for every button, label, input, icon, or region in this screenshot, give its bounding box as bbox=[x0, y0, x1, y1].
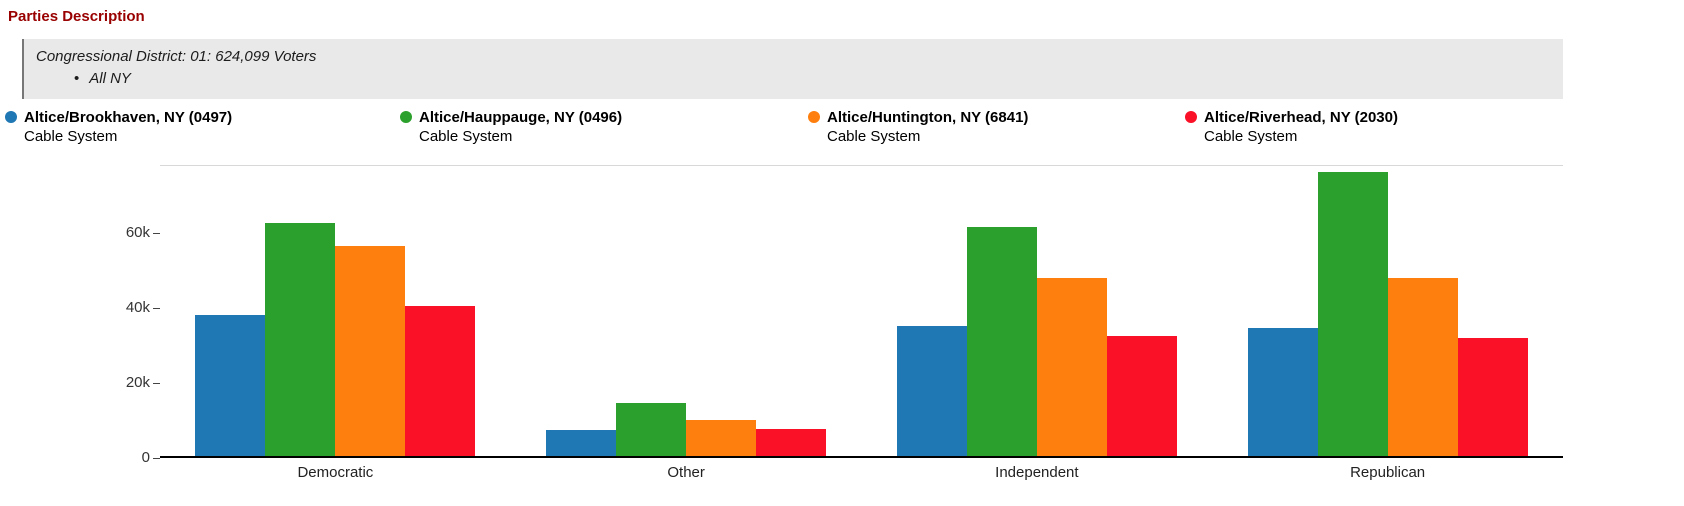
legend-item-label: Altice/Riverhead, NY (2030) bbox=[1204, 109, 1398, 126]
legend-item-text: Altice/Hauppauge, NY (0496) Cable System bbox=[419, 108, 622, 146]
bar[interactable] bbox=[405, 305, 476, 456]
y-axis-tick-mark bbox=[153, 382, 160, 384]
legend-item-text: Altice/Riverhead, NY (2030) Cable System bbox=[1204, 108, 1398, 146]
y-axis-tick-mark bbox=[153, 458, 160, 459]
bar[interactable] bbox=[966, 226, 1037, 456]
bar[interactable] bbox=[1106, 335, 1177, 456]
legend-item-sublabel: Cable System bbox=[827, 128, 921, 145]
legend: Altice/Brookhaven, NY (0497) Cable System… bbox=[0, 108, 1684, 152]
legend-item-text: Altice/Huntington, NY (6841) Cable System bbox=[827, 108, 1028, 146]
bar[interactable] bbox=[756, 428, 827, 456]
subtitle-bullet-line: • All NY bbox=[36, 68, 1551, 90]
bullet-icon: • bbox=[74, 70, 80, 87]
subtitle-district-line: Congressional District: 01: 624,099 Vote… bbox=[36, 48, 317, 65]
legend-item[interactable]: Altice/Huntington, NY (6841) Cable System bbox=[808, 108, 1028, 146]
legend-item[interactable]: Altice/Hauppauge, NY (0496) Cable System bbox=[400, 108, 622, 146]
x-axis-category-label: Independent bbox=[995, 464, 1079, 481]
page-title: Parties Description bbox=[8, 8, 145, 25]
legend-item[interactable]: Altice/Riverhead, NY (2030) Cable System bbox=[1185, 108, 1398, 146]
legend-marker-icon bbox=[400, 111, 412, 123]
bar[interactable] bbox=[195, 315, 266, 456]
bar[interactable] bbox=[1457, 337, 1528, 456]
plot-area bbox=[160, 165, 1563, 458]
chart-subtitle-box: Congressional District: 01: 624,099 Vote… bbox=[22, 39, 1563, 99]
bar[interactable] bbox=[335, 245, 406, 456]
y-axis-tick-mark bbox=[153, 307, 160, 309]
legend-item-label: Altice/Brookhaven, NY (0497) bbox=[24, 109, 233, 126]
y-axis-tick-label: 20k bbox=[125, 373, 150, 391]
legend-item-label: Altice/Huntington, NY (6841) bbox=[827, 109, 1029, 126]
x-axis-category-label: Democratic bbox=[297, 464, 374, 481]
bar[interactable] bbox=[1387, 277, 1458, 456]
y-axis-tick-label: 60k bbox=[125, 223, 150, 241]
y-axis-tick-label: 0 bbox=[141, 449, 150, 466]
legend-item[interactable]: Altice/Brookhaven, NY (0497) Cable System bbox=[5, 108, 232, 146]
bar[interactable] bbox=[265, 223, 336, 456]
y-axis-tick-mark bbox=[153, 232, 160, 234]
legend-item-sublabel: Cable System bbox=[419, 128, 513, 145]
bar[interactable] bbox=[1036, 277, 1107, 456]
subtitle-bullet-text: All NY bbox=[89, 70, 131, 87]
x-axis-category-label: Other bbox=[667, 464, 705, 481]
bar[interactable] bbox=[616, 403, 687, 456]
bar[interactable] bbox=[546, 430, 617, 456]
legend-item-text: Altice/Brookhaven, NY (0497) Cable System bbox=[24, 108, 232, 146]
legend-marker-icon bbox=[5, 111, 17, 123]
legend-item-sublabel: Cable System bbox=[1204, 128, 1298, 145]
legend-item-label: Altice/Hauppauge, NY (0496) bbox=[419, 109, 623, 126]
x-axis-category-label: Republican bbox=[1350, 464, 1426, 481]
bar[interactable] bbox=[1247, 328, 1318, 456]
legend-marker-icon bbox=[1185, 111, 1197, 123]
bar[interactable] bbox=[686, 420, 757, 456]
bar[interactable] bbox=[896, 326, 967, 456]
legend-item-sublabel: Cable System bbox=[24, 128, 118, 145]
legend-marker-icon bbox=[808, 111, 820, 123]
y-axis-tick-label: 40k bbox=[125, 298, 150, 316]
bar[interactable] bbox=[1317, 172, 1388, 456]
parties-bar-chart: 0 20k 40k 60k Democratic Other Independent Repu… bbox=[0, 160, 1684, 500]
